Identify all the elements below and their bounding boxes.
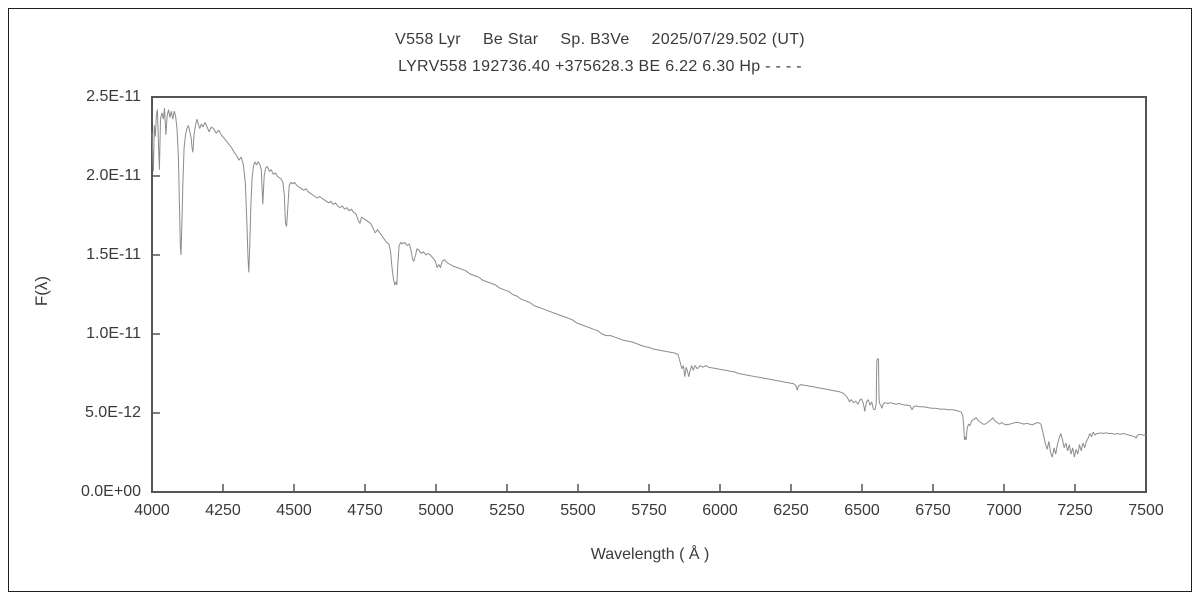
title-observation-date: 2025/07/29.502 (UT) [651,31,805,48]
y-tick-label: 5.0E-12 [84,404,141,421]
x-tick-label: 5750 [631,502,667,519]
y-tick-label: 2.5E-11 [86,88,141,105]
x-tick-label: 6250 [773,502,809,519]
chart-subtitle: LYRV558 192736.40 +375628.3 BE 6.22 6.30… [0,58,1200,76]
title-spectral-type: Sp. B3Ve [560,31,630,48]
x-tick-label: 6500 [844,502,880,519]
x-tick-label: 4000 [134,502,170,519]
title-object-type: Be Star [482,31,539,48]
image-border-frame [8,8,1192,592]
y-tick-label: 2.0E-11 [86,167,141,184]
x-tick-label: 6000 [702,502,738,519]
x-tick-label: 6750 [915,502,951,519]
plot-frame [151,96,1147,493]
x-tick-label: 4750 [347,502,383,519]
x-tick-label: 7250 [1057,502,1093,519]
y-tick-label: 0.0E+00 [80,483,141,500]
x-tick-label: 4500 [276,502,312,519]
x-tick-label: 5500 [560,502,596,519]
x-tick-label: 5000 [418,502,454,519]
y-tick-label: 1.0E-11 [86,325,141,342]
title-object-name: V558 Lyr [395,31,461,48]
x-tick-label: 7000 [986,502,1022,519]
subtitle-catalog-info: LYRV558 192736.40 +375628.3 BE 6.22 6.30… [398,58,802,75]
x-tick-label: 5250 [489,502,525,519]
chart-title: V558 Lyr Be Star Sp. B3Ve 2025/07/29.502… [0,31,1200,49]
x-tick-label: 4250 [205,502,241,519]
x-axis-label: Wavelength ( Å ) [590,546,710,563]
y-tick-label: 1.5E-11 [86,246,141,263]
y-axis-label: F(λ) [32,275,51,307]
spectrum-line [151,108,1146,458]
x-tick-label: 7500 [1128,502,1164,519]
